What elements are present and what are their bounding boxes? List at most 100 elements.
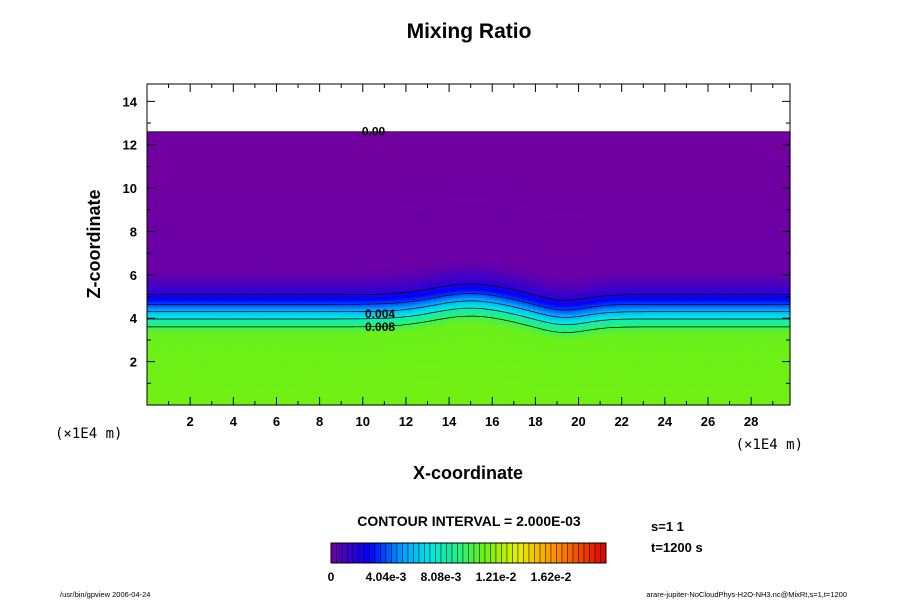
field-cell xyxy=(147,284,153,288)
field-cell xyxy=(189,177,196,180)
field-cell xyxy=(173,343,180,346)
field-cell xyxy=(200,288,207,291)
field-cell xyxy=(173,275,180,279)
field-cell xyxy=(200,164,207,167)
field-cell xyxy=(195,268,202,271)
field-cell xyxy=(152,372,159,375)
field-cell xyxy=(184,332,191,335)
field-cell xyxy=(168,197,175,200)
field-cell xyxy=(157,293,164,297)
field-cell xyxy=(163,199,170,202)
field-cell xyxy=(189,346,196,350)
field-cell xyxy=(205,292,212,295)
field-cell xyxy=(152,179,159,182)
field-cell xyxy=(184,279,191,282)
field-cell xyxy=(173,261,180,264)
field-cell xyxy=(163,208,170,211)
field-cell xyxy=(200,284,207,288)
field-cell xyxy=(189,151,196,155)
field-cell xyxy=(168,220,175,224)
field-cell xyxy=(168,204,175,208)
field-cell xyxy=(163,153,170,156)
field-cell xyxy=(147,364,153,368)
field-cell xyxy=(195,153,202,156)
field-cell xyxy=(184,293,191,297)
field-cell xyxy=(200,166,207,169)
field-cell xyxy=(173,182,180,186)
field-cell xyxy=(189,321,196,324)
field-cell xyxy=(179,264,186,268)
field-cell xyxy=(168,335,175,339)
field-cell xyxy=(168,288,175,291)
field-cell xyxy=(152,363,159,366)
field-cell xyxy=(179,333,186,337)
field-cell xyxy=(189,235,196,238)
field-cell xyxy=(168,386,175,390)
field-cell xyxy=(200,188,207,191)
field-cell xyxy=(163,155,170,158)
field-cell xyxy=(205,383,212,386)
field-cell xyxy=(205,346,212,350)
field-cell xyxy=(179,299,186,302)
field-cell xyxy=(184,386,191,390)
field-cell xyxy=(195,166,202,169)
field-cell xyxy=(173,401,180,404)
field-cell xyxy=(147,153,153,156)
field-cell xyxy=(163,175,170,178)
field-cell xyxy=(163,386,170,390)
field-cell xyxy=(189,155,196,158)
field-cell xyxy=(189,352,196,355)
field-cell xyxy=(163,264,170,268)
field-cell xyxy=(200,333,207,337)
field-cell xyxy=(195,301,202,304)
field-cell xyxy=(147,297,153,300)
field-cell xyxy=(173,215,180,218)
field-cell xyxy=(147,275,153,279)
field-cell xyxy=(152,135,159,138)
field-cell xyxy=(173,173,180,177)
field-cell xyxy=(200,370,207,373)
field-cell xyxy=(163,231,170,235)
field-cell xyxy=(147,133,153,136)
field-cell xyxy=(195,270,202,273)
field-cell xyxy=(147,186,153,189)
field-cell xyxy=(189,179,196,182)
field-cell xyxy=(157,395,164,399)
field-cell xyxy=(163,333,170,337)
field-cell xyxy=(179,151,186,155)
field-cell xyxy=(168,366,175,370)
field-cell xyxy=(157,228,164,231)
field-cell xyxy=(200,215,207,218)
field-cell xyxy=(157,131,164,135)
field-cell xyxy=(200,319,207,322)
field-cell xyxy=(147,375,153,379)
field-cell xyxy=(163,394,170,397)
field-cell xyxy=(184,233,191,237)
field-cell xyxy=(189,262,196,266)
field-cell xyxy=(157,171,164,175)
field-cell xyxy=(168,211,175,215)
field-cell xyxy=(179,186,186,189)
field-cell xyxy=(152,370,159,373)
field-cell xyxy=(179,401,186,404)
field-cell xyxy=(200,219,207,222)
field-cell xyxy=(173,394,180,397)
field-cell xyxy=(195,191,202,195)
field-cell xyxy=(173,355,180,359)
field-cell xyxy=(200,200,207,204)
field-cell xyxy=(173,357,180,361)
field-cell xyxy=(163,324,170,328)
field-cell xyxy=(195,333,202,337)
field-cell xyxy=(157,399,164,402)
field-cell xyxy=(184,160,191,164)
field-cell xyxy=(168,146,175,149)
field-cell xyxy=(147,339,153,342)
field-cell xyxy=(152,217,159,220)
field-cell xyxy=(184,361,191,364)
field-cell xyxy=(173,228,180,231)
field-cell xyxy=(205,381,212,384)
field-cell xyxy=(147,268,153,271)
field-cell xyxy=(184,366,191,370)
field-cell xyxy=(189,335,196,339)
